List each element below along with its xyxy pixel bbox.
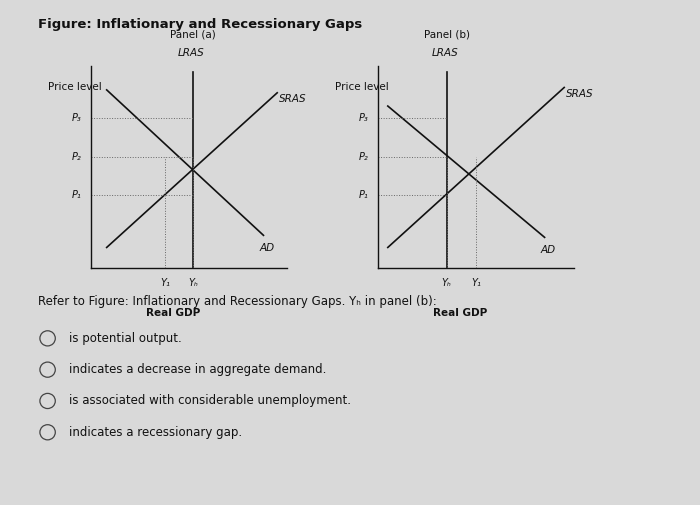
- Text: Price level: Price level: [335, 82, 388, 92]
- Text: Refer to Figure: Inflationary and Recessionary Gaps. Yₕ in panel (b):: Refer to Figure: Inflationary and Recess…: [38, 295, 437, 309]
- Text: SRAS: SRAS: [279, 94, 307, 104]
- Text: Panel (b): Panel (b): [424, 29, 470, 39]
- Text: Panel (a): Panel (a): [170, 29, 216, 39]
- Text: P₂: P₂: [358, 152, 368, 162]
- Text: P₃: P₃: [358, 113, 368, 123]
- Text: Real GDP: Real GDP: [433, 308, 487, 318]
- Text: indicates a recessionary gap.: indicates a recessionary gap.: [69, 426, 242, 439]
- Text: Y₁: Y₁: [471, 278, 481, 288]
- Text: Price level: Price level: [48, 82, 102, 92]
- Text: P₂: P₂: [71, 152, 81, 162]
- Text: Y₁: Y₁: [160, 278, 170, 288]
- Text: P₃: P₃: [71, 113, 81, 123]
- Text: AD: AD: [260, 243, 274, 254]
- Text: indicates a decrease in aggregate demand.: indicates a decrease in aggregate demand…: [69, 363, 326, 376]
- Text: Figure: Inflationary and Recessionary Gaps: Figure: Inflationary and Recessionary Ga…: [38, 18, 363, 31]
- Text: SRAS: SRAS: [566, 88, 594, 98]
- Text: Yₕ: Yₕ: [442, 278, 452, 288]
- Text: P₁: P₁: [358, 190, 368, 200]
- Text: LRAS: LRAS: [178, 47, 204, 58]
- Text: is associated with considerable unemployment.: is associated with considerable unemploy…: [69, 394, 351, 408]
- Text: is potential output.: is potential output.: [69, 332, 181, 345]
- Text: P₁: P₁: [71, 190, 81, 200]
- Text: AD: AD: [540, 245, 556, 256]
- Text: Yₕ: Yₕ: [188, 278, 198, 288]
- Text: LRAS: LRAS: [431, 47, 458, 58]
- Text: Real GDP: Real GDP: [146, 308, 200, 318]
